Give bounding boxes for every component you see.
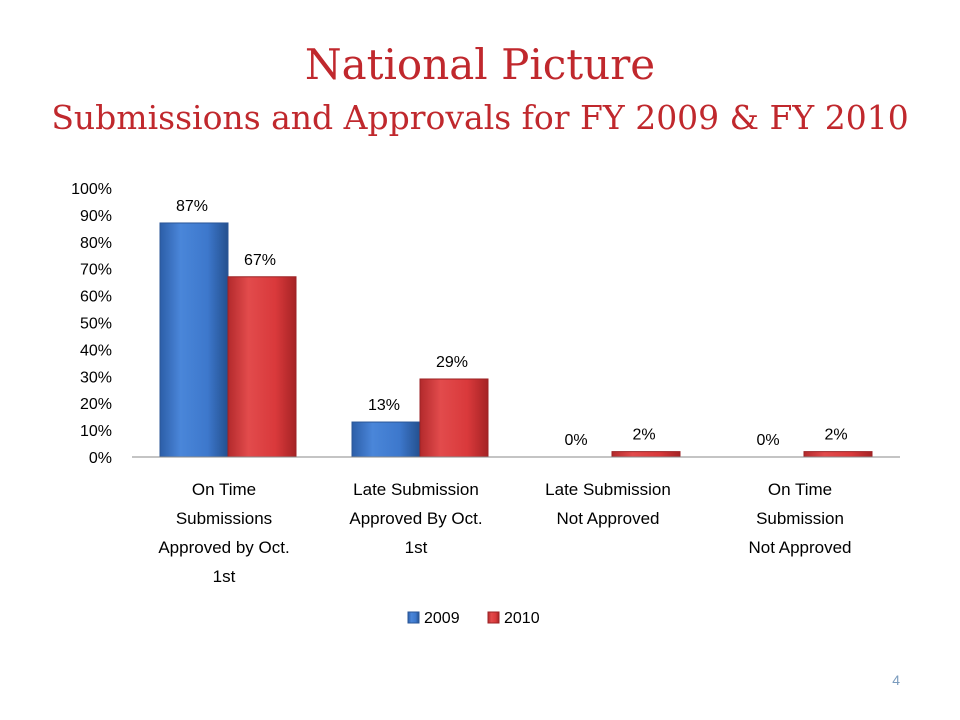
data-label: 0% [756,432,779,449]
category-label: Late Submission [353,480,479,499]
y-tick-label: 30% [80,369,112,386]
data-label: 0% [564,432,587,449]
y-tick-label: 90% [80,208,112,225]
y-tick-label: 50% [80,316,112,333]
legend-label-2010: 2010 [504,610,540,627]
y-tick-label: 0% [89,450,112,467]
data-label: 29% [436,354,468,371]
data-label: 13% [368,397,400,414]
legend-swatch-2010 [487,611,500,624]
slide-subtitle: Submissions and Approvals for FY 2009 & … [51,98,909,137]
category-label: On Time [768,480,832,499]
category-label: Not Approved [748,538,851,557]
legend-swatch-2009 [407,611,420,624]
slide-title: National Picture [304,40,656,89]
y-tick-label: 40% [80,342,112,359]
bar-2009 [351,421,421,458]
bar-2010 [419,378,489,458]
page-number: 4 [892,672,900,688]
category-label: 1st [213,567,236,586]
y-tick-label: 60% [80,289,112,306]
category-label: On Time [192,480,256,499]
y-tick-label: 20% [80,396,112,413]
y-tick-label: 100% [71,181,112,198]
data-label: 67% [244,252,276,269]
category-label: Submissions [176,509,272,528]
category-label: Not Approved [556,509,659,528]
bar-2010 [227,276,297,458]
category-label: 1st [405,538,428,557]
data-label: 2% [632,427,655,444]
category-label: Late Submission [545,480,671,499]
category-label: Submission [756,509,844,528]
y-tick-label: 10% [80,423,112,440]
category-label: Approved By Oct. [349,509,482,528]
data-label: 87% [176,198,208,215]
bar-2010 [803,451,873,458]
legend-label-2009: 2009 [424,610,460,627]
y-tick-label: 80% [80,235,112,252]
category-label: Approved by Oct. [158,538,289,557]
bar-2009 [159,222,229,458]
data-label: 2% [824,427,847,444]
y-tick-label: 70% [80,262,112,279]
bar-2010 [611,451,681,458]
